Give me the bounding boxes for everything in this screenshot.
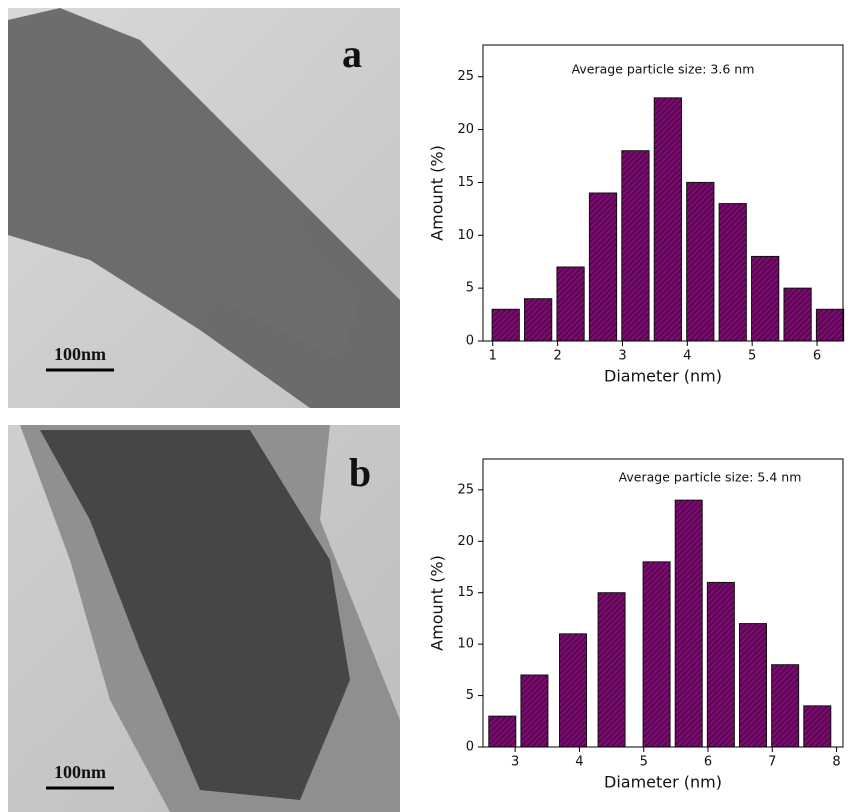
y-tick-label: 10 [457, 637, 474, 652]
x-axis-label: Diameter (nm) [604, 773, 722, 792]
bar [597, 592, 626, 748]
y-tick-label: 20 [457, 534, 474, 549]
x-tick-label: 3 [618, 349, 626, 364]
x-tick-label: 4 [575, 755, 583, 770]
tem-image-a: a 100nm [8, 8, 400, 408]
y-tick-label: 25 [457, 482, 474, 497]
bar [488, 715, 517, 748]
bar [771, 664, 800, 748]
bar [491, 308, 520, 342]
bar [559, 633, 587, 748]
x-tick-label: 8 [832, 755, 840, 770]
y-tick-label: 25 [457, 69, 474, 84]
bar [706, 581, 735, 748]
bar [739, 623, 767, 748]
bar [674, 499, 703, 748]
x-tick-label: 6 [813, 349, 821, 364]
scale-bar-label: 100nm [54, 762, 106, 782]
histogram: 0 5 10 15 20 25 1 2 3 4 5 6 Diameter (nm) Amount (%) A… [428, 44, 845, 386]
bar [815, 308, 845, 342]
x-tick-label: 7 [768, 755, 776, 770]
y-tick-label: 10 [457, 228, 474, 243]
y-axis-label: Amount (%) [428, 145, 447, 241]
bar [642, 561, 671, 748]
y-axis-label: Amount (%) [428, 555, 447, 651]
annotation: Average particle size: 3.6 nm [572, 62, 755, 77]
bar [686, 181, 715, 342]
scale-bar-label: 100nm [54, 344, 106, 364]
annotation: Average particle size: 5.4 nm [619, 470, 802, 485]
x-tick-label: 6 [704, 755, 712, 770]
axes-frame [482, 458, 844, 748]
bar [751, 255, 780, 342]
bar [718, 203, 747, 342]
y-tick-label: 20 [457, 122, 474, 137]
x-tick-label: 3 [511, 755, 519, 770]
bar [653, 97, 682, 342]
x-tick-label: 2 [553, 349, 561, 364]
x-tick-label: 4 [683, 349, 691, 364]
bar [556, 266, 585, 342]
x-tick-label: 5 [748, 349, 756, 364]
axes-frame [482, 44, 844, 342]
panel-label: a [342, 31, 362, 76]
bar [783, 287, 812, 342]
bar [588, 192, 618, 342]
x-tick-label: 1 [489, 349, 497, 364]
bar [520, 674, 549, 748]
y-tick-label: 5 [466, 688, 474, 703]
y-tick-label: 0 [466, 740, 474, 755]
y-tick-label: 0 [466, 334, 474, 349]
bar [803, 705, 832, 748]
x-tick-label: 5 [640, 755, 648, 770]
panel-label: b [349, 450, 371, 495]
bar [621, 150, 650, 342]
y-tick-label: 5 [466, 281, 474, 296]
bar [524, 298, 553, 342]
x-axis-label: Diameter (nm) [604, 367, 722, 386]
histogram: 0 5 10 15 20 25 3 4 5 6 7 8 Diameter (nm) Amount (%) A… [428, 458, 844, 792]
tem-image-b: b 100nm [8, 425, 400, 812]
y-tick-label: 15 [457, 175, 474, 190]
y-tick-label: 15 [457, 585, 474, 600]
